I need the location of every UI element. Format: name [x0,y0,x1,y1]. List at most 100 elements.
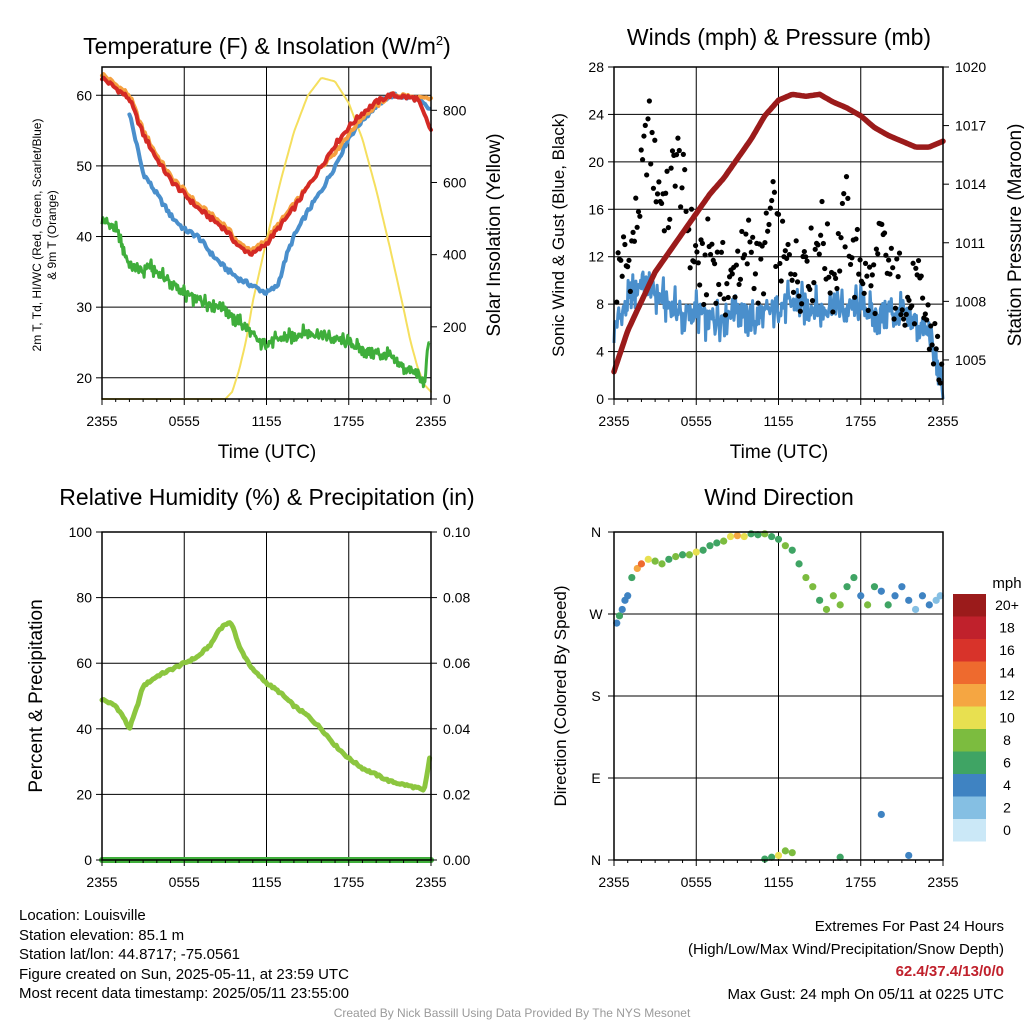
gust-point [692,242,699,249]
direction-point [672,553,680,561]
gust-point [930,361,937,367]
plot-frame [101,66,432,400]
speed-colorbar: mph 20+ 18 16 14 12 10 8 6 4 2 0 [953,575,1022,842]
colorbar-label: 2 [1003,800,1011,816]
gust-point [785,241,791,248]
colorbar-label: 4 [1003,777,1011,793]
temperature-ylabel-line2: & 9m T (Orange) [45,190,59,280]
y-tick-label: 60 [76,655,92,671]
direction-point [685,551,693,559]
gust-point [842,244,848,250]
x-tick-label: 1755 [845,413,876,429]
station-info: Location: Louisville Station elevation: … [19,906,349,1004]
gust-point [743,231,749,237]
direction-point [720,537,728,545]
x-tick-label: 2355 [598,413,629,429]
colorbar-swatch [953,729,986,752]
x-tick-label: 0555 [681,874,712,890]
direction-point [829,592,837,600]
gust-point [881,230,888,236]
gust-point [788,271,794,277]
plot-frame [101,531,432,861]
y2-tick-label: 0.04 [443,721,470,737]
colorbar-swatch [953,661,986,684]
direction-point [706,542,714,550]
gust-point [872,310,878,317]
x-tick-label: 1155 [763,874,793,890]
y-tick-label: 80 [76,590,92,606]
x-tick-label: 0555 [681,413,712,429]
gust-point [703,292,710,298]
gust-point [933,346,939,352]
gust-point [793,238,799,244]
gust-point [896,250,903,256]
y2-tick-label: 0.10 [443,524,470,540]
gust-point [843,174,850,180]
direction-point [761,855,769,863]
gust-point [736,281,742,288]
gust-point [676,147,682,154]
gust-point [664,168,670,174]
y-tick-label: 16 [588,201,604,217]
gust-point [659,200,665,206]
gust-point [669,148,676,154]
gust-point [733,262,739,268]
gust-point [861,290,867,296]
direction-point [628,573,636,582]
y-tick-label: 4 [596,344,604,360]
extremes-title: Extremes For Past 24 Hours [814,918,1004,935]
gust-point [633,195,639,201]
relative-humidity-line [99,620,433,793]
gust-point [820,240,826,247]
direction-point [877,810,885,819]
gust-point [615,250,621,256]
direction-point [857,592,865,600]
humidity-panel: Relative Humidity (%) & Precipitation (i… [26,484,475,890]
gust-point [868,283,874,289]
gust-point [691,259,697,265]
colorbar-label: 10 [999,710,1015,726]
gust-point [789,277,795,283]
colorbar-swatch [953,594,986,617]
x-tick-label: 1155 [251,413,281,429]
gust-point [653,199,659,205]
humidity-title: Relative Humidity (%) & Precipitation (i… [59,484,474,510]
gust-point [910,260,916,266]
gust-point [725,294,731,301]
gust-point [762,239,768,246]
gust-point [857,257,863,263]
direction-point [905,596,913,604]
gust-point [755,300,761,306]
elevation-text: Station elevation: 85.1 m [19,926,185,944]
gust-point [911,321,918,327]
y-tick-label: 0 [84,852,92,868]
gust-point [922,311,928,317]
temperature-ylabel-line1: 2m T, Td, HI/WC (Red, Green, Scarlet/Blu… [30,119,44,352]
gust-point [898,311,904,318]
y-tick-label: 50 [76,158,92,174]
gust-point [852,294,858,300]
y2-tick-label: 1008 [955,293,986,309]
gust-point [925,302,931,308]
gust-point [794,279,801,285]
gust-point [680,151,686,157]
direction-point [699,546,707,554]
gust-point [625,264,631,270]
gust-point [722,312,729,318]
gust-point [849,255,855,261]
gust-point [672,183,678,189]
gust-point [932,320,938,327]
direction-point [615,612,624,620]
gust-point [890,265,896,271]
gust-point [854,226,860,233]
gust-point [879,221,885,227]
direction-point [936,592,944,600]
gust-point [779,218,786,224]
gust-point [869,272,875,278]
direction-point [618,605,626,614]
direction-point [911,605,920,614]
gust-point [822,265,828,272]
colorbar-swatch [953,706,986,729]
gust-point [873,246,879,252]
direction-point [713,539,721,547]
